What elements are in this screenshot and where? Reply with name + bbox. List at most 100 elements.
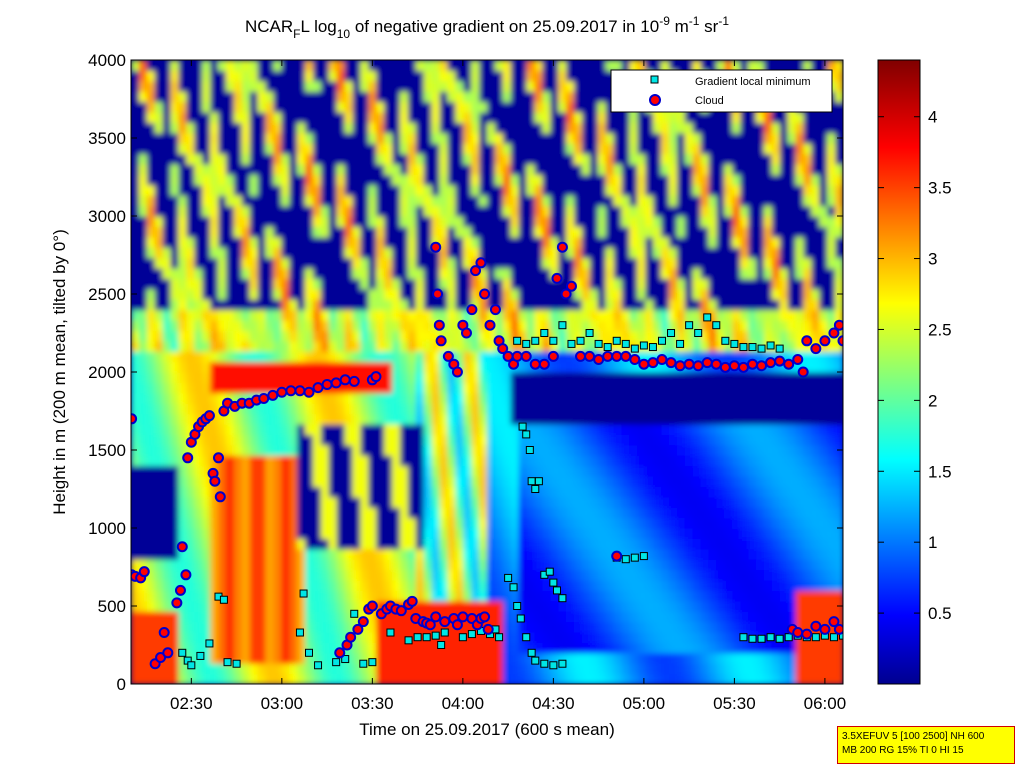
- gradient-min-point: [549, 578, 558, 587]
- gradient-min-point: [630, 344, 639, 353]
- cloud-point: [180, 569, 192, 581]
- gradient-min-point: [811, 633, 820, 642]
- gradient-min-point: [522, 633, 531, 642]
- cloud-point: [138, 566, 150, 578]
- cloud-point: [538, 358, 550, 370]
- cloud-point: [728, 360, 740, 372]
- cloud-point: [797, 366, 809, 378]
- y-axis: 0 500 1000 1500 2000 2500 3000 3500 4000: [88, 51, 843, 694]
- cloud-point: [575, 350, 587, 362]
- y-tick-label: 2000: [88, 363, 126, 382]
- gradient-min-point: [757, 634, 766, 643]
- x-tick-label: 04:00: [442, 694, 485, 713]
- x-tick-label: 03:00: [261, 694, 304, 713]
- x-tick-label: 05:30: [713, 694, 756, 713]
- x-axis-label: Time on 25.09.2017 (600 s mean): [359, 720, 614, 739]
- gradient-min-point: [531, 485, 540, 493]
- gradient-min-point: [603, 343, 612, 352]
- gradient-min-point: [748, 343, 757, 352]
- gradient-min-point: [648, 343, 657, 352]
- gradient-min-point: [467, 630, 476, 639]
- gradient-min-point: [350, 609, 359, 618]
- gradient-min-point: [748, 634, 757, 643]
- gradient-min-point: [552, 586, 561, 595]
- cloud-point: [345, 631, 357, 643]
- gradient-min-point: [527, 648, 536, 657]
- cloud-point: [602, 350, 614, 362]
- cloud-point: [529, 358, 541, 370]
- cloud-point: [276, 386, 288, 398]
- cloud-point: [460, 327, 472, 339]
- y-tick-label: 1500: [88, 441, 126, 460]
- gradient-min-point: [359, 659, 368, 668]
- gradient-min-point: [332, 658, 341, 667]
- cloud-point: [352, 623, 364, 635]
- gradient-min-point: [540, 659, 549, 668]
- settings-info-box: 3.5XEFUV 5 [100 2500] NH 600 MB 200 RG 1…: [837, 726, 1015, 764]
- gradient-min-point: [558, 659, 567, 668]
- cloud-point: [611, 350, 623, 362]
- cloud-point: [484, 319, 496, 331]
- cloud-point: [692, 360, 704, 372]
- cloud-point: [833, 319, 843, 331]
- cloud-point: [451, 619, 463, 631]
- colorbar-tick-label: 2.5: [928, 320, 952, 339]
- cloud-point: [792, 627, 804, 639]
- gradient-min-point: [219, 595, 228, 604]
- cloud-point: [162, 647, 174, 659]
- cloud-point: [701, 357, 713, 369]
- cloud-point: [285, 385, 297, 397]
- cloud-point: [312, 382, 324, 394]
- cloud-point: [209, 475, 221, 487]
- gradient-min-point: [518, 422, 527, 431]
- gradient-min-point: [549, 336, 558, 345]
- gradient-min-point: [368, 658, 377, 667]
- cloud-point: [258, 393, 270, 405]
- legend-label-gradient-min: Gradient local minimum: [695, 76, 811, 88]
- colorbar: 0.5 1 1.5 2 2.5 3 3.5 4: [877, 59, 952, 685]
- cloud-point: [451, 366, 463, 378]
- cloud-point: [203, 410, 215, 422]
- gradient-min-point: [576, 336, 585, 345]
- cloud-point: [470, 265, 482, 277]
- gradient-min-point: [304, 648, 313, 657]
- colorbar-tick-label: 1.5: [928, 462, 952, 481]
- cloud-point: [593, 354, 605, 366]
- cloud-point: [439, 616, 451, 628]
- gradient-min-point: [522, 339, 531, 348]
- cloud-point: [457, 611, 469, 623]
- gradient-min-point: [712, 321, 721, 330]
- cloud-point: [584, 350, 596, 362]
- colorbar-tick-label: 2: [928, 391, 937, 410]
- gradient-min-point: [839, 631, 843, 640]
- gradient-min-point: [639, 552, 648, 561]
- gradient-min-point: [440, 628, 449, 637]
- cloud-point: [479, 288, 491, 300]
- gradient-min-point: [676, 339, 685, 348]
- gradient-min-point: [621, 555, 630, 564]
- colorbar-tick-label: 3: [928, 250, 937, 269]
- gradient-min-point: [404, 636, 413, 645]
- cloud-point: [746, 358, 758, 370]
- cloud-point: [629, 354, 641, 366]
- gradient-min-point: [223, 658, 232, 667]
- gradient-min-point: [509, 583, 518, 592]
- cloud-point: [511, 350, 523, 362]
- cloud-point: [330, 377, 342, 389]
- cloud-point: [348, 375, 360, 387]
- cloud-point: [406, 595, 418, 607]
- gradient-min-point: [685, 321, 694, 330]
- gradient-min-point: [549, 661, 558, 670]
- cloud-point: [442, 350, 454, 362]
- gradient-min-point: [495, 633, 504, 642]
- gradient-min-point: [437, 641, 446, 649]
- cloud-point: [395, 605, 407, 617]
- cloud-point: [737, 361, 749, 373]
- colorbar-tick-label: 3.5: [928, 179, 952, 198]
- cloud-point: [482, 623, 494, 635]
- gradient-min-point: [516, 614, 525, 623]
- cloud-point: [719, 361, 731, 373]
- gradient-min-point: [739, 343, 748, 352]
- gradient-min-point: [458, 633, 467, 642]
- gradient-min-point: [667, 329, 676, 337]
